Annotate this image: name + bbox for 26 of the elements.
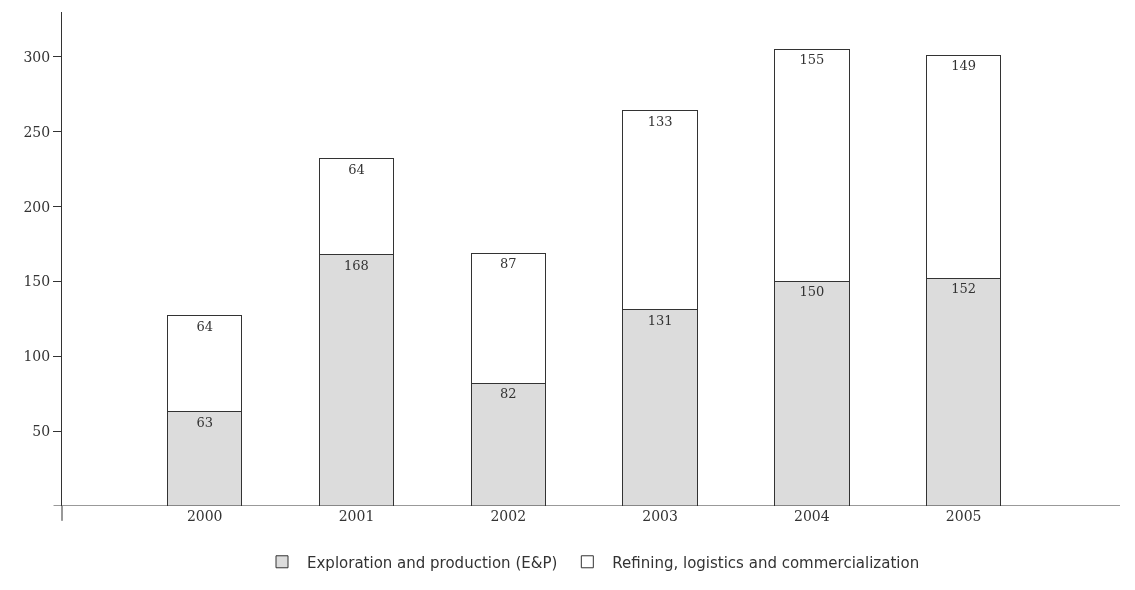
data-label: 63 [196, 414, 213, 430]
x-tick-label: 2000 [186, 508, 223, 524]
data-label: 82 [500, 386, 517, 402]
x-tick-label: 2005 [945, 508, 982, 524]
y-tick-label: 200 [23, 198, 51, 215]
legend-label: Exploration and production (E&P) [307, 553, 558, 572]
x-tick-label: 2001 [338, 508, 375, 524]
y-tick-label: 100 [23, 348, 51, 365]
data-label: 168 [344, 257, 369, 273]
x-tick-label: 2003 [642, 508, 678, 524]
legend-label: Refining, logistics and commercialization [612, 553, 920, 572]
data-label: 152 [951, 281, 977, 297]
data-label: 87 [500, 256, 517, 272]
data-label: 133 [647, 113, 673, 129]
x-tick-label: 2002 [490, 508, 527, 524]
data-label: 131 [647, 312, 673, 328]
y-tick-label: 50 [32, 423, 51, 440]
data-label: 150 [799, 284, 825, 300]
y-tick-label: 150 [23, 273, 51, 290]
y-tick-label: 300 [23, 48, 51, 65]
y-tick-label: 250 [23, 123, 51, 140]
data-label: 155 [799, 52, 825, 68]
data-label: 64 [196, 318, 213, 334]
x-tick-label: 2004 [794, 508, 830, 524]
data-label: 64 [348, 161, 365, 177]
data-label: 149 [951, 58, 977, 74]
